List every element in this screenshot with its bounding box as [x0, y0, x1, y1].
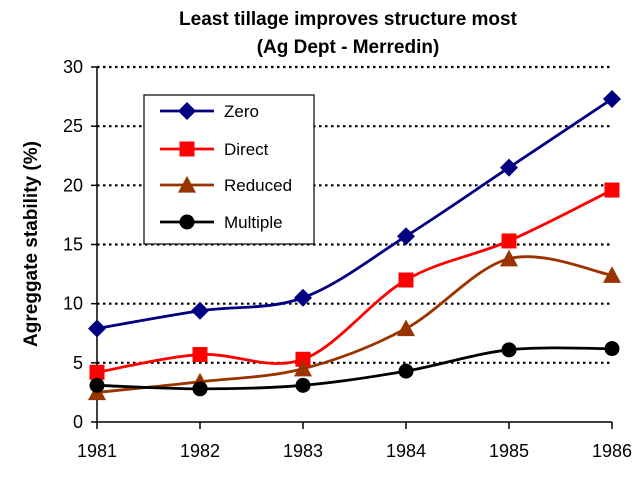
y-tick-labels: 0 5 10 15 20 25 30: [63, 57, 83, 432]
x-tick-label-1982: 1982: [180, 441, 220, 461]
data-point-reduced-1984: [397, 319, 415, 337]
series-line-reduced: [96, 255, 613, 394]
data-point-multiple-1983: [295, 377, 311, 393]
legend-zero-swatch: [160, 102, 214, 120]
legend-label-multiple: Multiple: [224, 213, 283, 232]
data-point-multiple-1982: [192, 381, 208, 397]
series-line-direct: [96, 188, 613, 374]
data-point-zero-1983: [294, 288, 312, 307]
data-point-zero-1982: [191, 301, 209, 320]
legend-label-direct: Direct: [224, 140, 269, 159]
x-tick-label-1981: 1981: [77, 441, 117, 461]
series-direct: [89, 182, 620, 380]
data-point-direct-1981: [89, 364, 105, 380]
x-tick-label-1984: 1984: [386, 441, 426, 461]
data-point-direct-1984: [398, 272, 414, 288]
series-reduced: [88, 249, 621, 401]
legend-marker-zero: [178, 102, 196, 120]
legend-marker-multiple: [179, 214, 195, 230]
legend-direct-swatch: [160, 141, 214, 157]
data-point-multiple-1981: [89, 377, 105, 393]
legend-item-reduced: Reduced: [160, 176, 292, 195]
legend: Zero Direct Reduced Multiple: [143, 94, 315, 245]
data-series: [88, 89, 621, 401]
data-point-multiple-1985: [501, 342, 517, 358]
legend-marker-reduced: [178, 176, 196, 193]
x-tick-label-1985: 1985: [489, 441, 529, 461]
legend-item-direct: Direct: [160, 140, 269, 159]
data-point-reduced-1983: [294, 359, 312, 377]
data-point-zero-1985: [500, 158, 518, 177]
legend-marker-direct: [179, 141, 195, 157]
legend-multiple-swatch: [160, 214, 214, 230]
y-axis-label: Agreggate stability (%): [21, 141, 42, 347]
data-point-multiple-1986: [604, 341, 620, 357]
chart-title-line-2: (Ag Dept - Merredin): [257, 37, 440, 58]
x-tick-labels: 1981 1982 1983 1984 1985 1986: [77, 441, 632, 461]
data-point-direct-1983: [295, 351, 311, 367]
y-tick-label-25: 25: [63, 116, 83, 136]
x-tick-label-1986: 1986: [592, 441, 632, 461]
data-point-direct-1986: [604, 182, 620, 198]
chart-title-line-1: Least tillage improves structure most: [179, 9, 518, 30]
y-tick-label-0: 0: [73, 412, 83, 432]
series-zero: [88, 89, 621, 338]
y-tick-label-15: 15: [63, 235, 83, 255]
legend-item-zero: Zero: [160, 102, 259, 121]
series-multiple: [89, 341, 620, 397]
x-tick-label-1983: 1983: [283, 441, 323, 461]
data-point-zero-1981: [88, 319, 106, 338]
legend-label-reduced: Reduced: [224, 176, 292, 195]
data-point-reduced-1986: [603, 266, 621, 283]
data-point-reduced-1985: [500, 249, 518, 267]
data-point-zero-1986: [603, 89, 621, 108]
data-point-direct-1985: [501, 233, 517, 249]
y-tick-label-20: 20: [63, 175, 83, 195]
legend-label-zero: Zero: [224, 102, 259, 121]
y-tick-label-10: 10: [63, 294, 83, 314]
data-point-zero-1984: [397, 227, 415, 246]
axes: [91, 66, 613, 429]
legend-reduced-swatch: [160, 176, 214, 193]
legend-item-multiple: Multiple: [160, 213, 283, 232]
series-line-multiple: [96, 346, 613, 391]
data-point-direct-1982: [192, 347, 208, 363]
data-point-multiple-1984: [398, 363, 414, 379]
legend-box: [143, 94, 315, 245]
y-tick-label-5: 5: [73, 353, 83, 373]
y-tick-label-30: 30: [63, 57, 83, 77]
